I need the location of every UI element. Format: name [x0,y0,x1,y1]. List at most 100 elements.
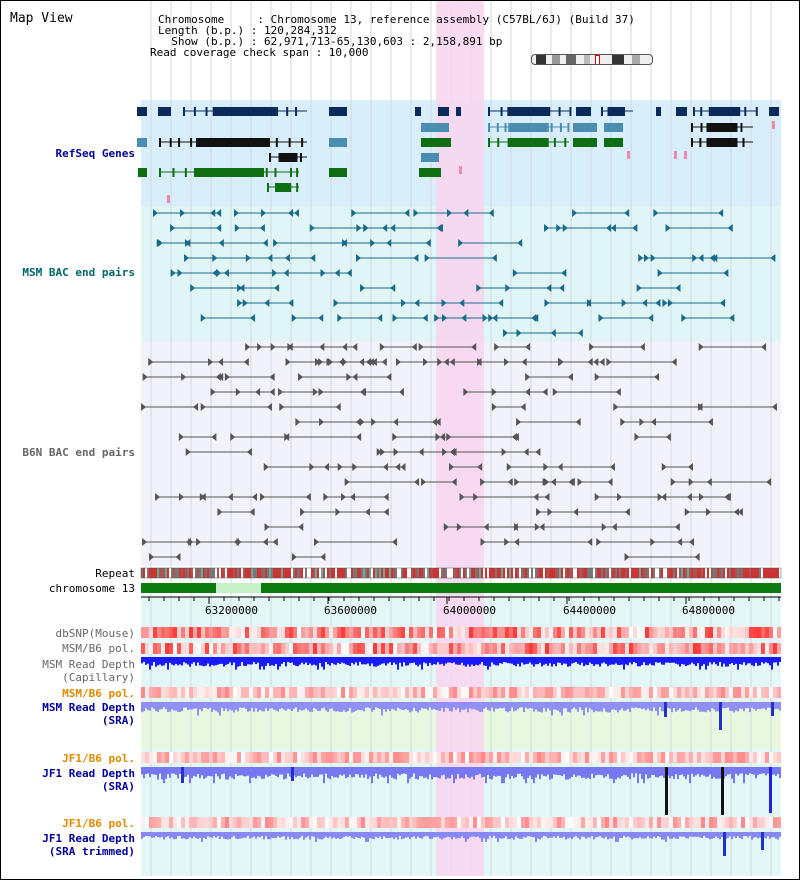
depth-bar [259,832,261,838]
track-label-msm-b6-pol[interactable]: MSM/B6 pol. [62,642,135,655]
depth-spike [761,832,764,850]
depth-bar [347,832,349,837]
repeat-mark [239,568,241,578]
msm-bac-end [667,299,673,307]
heat-cell [617,752,621,763]
track-label-msm-depth-capillary[interactable]: MSM Read Depth [42,658,135,671]
heat-cell [325,752,329,763]
gene-exon [202,168,205,177]
repeat-mark [191,568,193,578]
repeat-mark [375,568,377,578]
repeat-mark [171,568,173,578]
heat-cell [421,643,425,654]
b6n-bac-end [246,448,252,456]
heat-cell [761,817,765,828]
depth-bar [143,767,145,779]
heat-cell [405,627,409,638]
heat-cell [769,687,773,698]
track-label-jf1-depth-trimmed[interactable]: JF1 Read Depth [42,832,135,845]
repeat-mark [229,568,231,578]
track-label-dbsnp[interactable]: dbSNP(Mouse) [55,627,135,640]
depth-bar [749,832,751,836]
heat-cell [169,643,173,654]
track-label-msm-bac[interactable]: MSM BAC end pairs [22,266,135,279]
heat-cell [725,687,729,698]
depth-bar [697,767,699,775]
heat-cell [701,752,705,763]
depth-bar [759,767,761,774]
depth-bar [651,767,653,775]
b6n-bac-end [318,358,324,366]
heat-cell [741,752,745,763]
b6n-bac-end [480,538,486,546]
gene-exon [488,107,490,116]
heat-cell [541,687,545,698]
depth-bar [195,657,197,666]
heat-cell [457,643,461,654]
depth-bar [305,767,307,777]
depth-bar [335,832,337,839]
depth-bar [679,767,681,776]
heat-cell [361,687,365,698]
b6n-bac-end [516,418,522,426]
track-label-jf1-b6-pol[interactable]: JF1/B6 pol. [62,752,135,765]
track-label-repeat[interactable]: Repeat [95,567,135,580]
repeat-mark [713,568,715,578]
depth-bar [189,832,191,838]
heat-cell [761,627,765,638]
heat-cell [181,817,185,828]
repeat-mark [455,568,457,578]
heat-cell [745,643,749,654]
depth-bar [283,832,285,837]
heat-cell [541,627,545,638]
heat-cell [737,643,741,654]
heat-cell [425,817,429,828]
heat-cell [281,752,285,763]
depth-bar [483,657,485,666]
heat-cell [413,627,417,638]
heat-cell [577,687,581,698]
track-label-msm-depth-sra[interactable]: MSM Read Depth [42,701,135,714]
depth-bar [551,832,553,838]
repeat-mark [253,568,255,578]
heat-cell [641,752,645,763]
heat-cell [237,643,241,654]
track-label-jf1-b6-pol-trimmed[interactable]: JF1/B6 pol. [62,817,135,830]
depth-bar [369,702,371,709]
depth-bar [639,832,641,838]
depth-bar [571,702,573,710]
repeat-mark [167,568,169,578]
depth-bar [371,767,373,784]
depth-bar [573,702,575,708]
depth-bar [729,702,731,711]
b6n-bac-end [463,388,469,396]
depth-bar [513,702,515,712]
heat-cell [605,817,609,828]
track-label-refseq[interactable]: RefSeq Genes [55,147,135,160]
track-label-b6n-bac[interactable]: B6N BAC end pairs [22,446,135,459]
depth-bar [489,767,491,779]
track-label-msm-b6-pol-sra[interactable]: MSM/B6 pol. [62,687,135,700]
track-label-msm-depth-sra-sub: (SRA) [101,714,135,727]
chromosome-ideogram[interactable] [531,54,653,65]
depth-spike [771,702,774,716]
heat-cell [641,687,645,698]
depth-bar [207,832,209,837]
b6n-bac-end [613,403,619,411]
heat-cell [265,817,269,828]
heat-cell [253,643,257,654]
heat-cell [665,752,669,763]
depth-bar [383,767,385,778]
track-label-jf1-depth-sra[interactable]: JF1 Read Depth [42,767,135,780]
heat-cell [713,687,717,698]
depth-bar [677,657,679,665]
depth-bar [413,767,415,774]
heat-cell [341,643,345,654]
depth-bar [777,657,779,666]
gene-exon [231,107,234,116]
gene-exon [700,107,703,116]
gene-exon [221,168,224,177]
depth-bar [767,657,769,664]
depth-bar [491,657,493,663]
heat-cell [329,643,333,654]
